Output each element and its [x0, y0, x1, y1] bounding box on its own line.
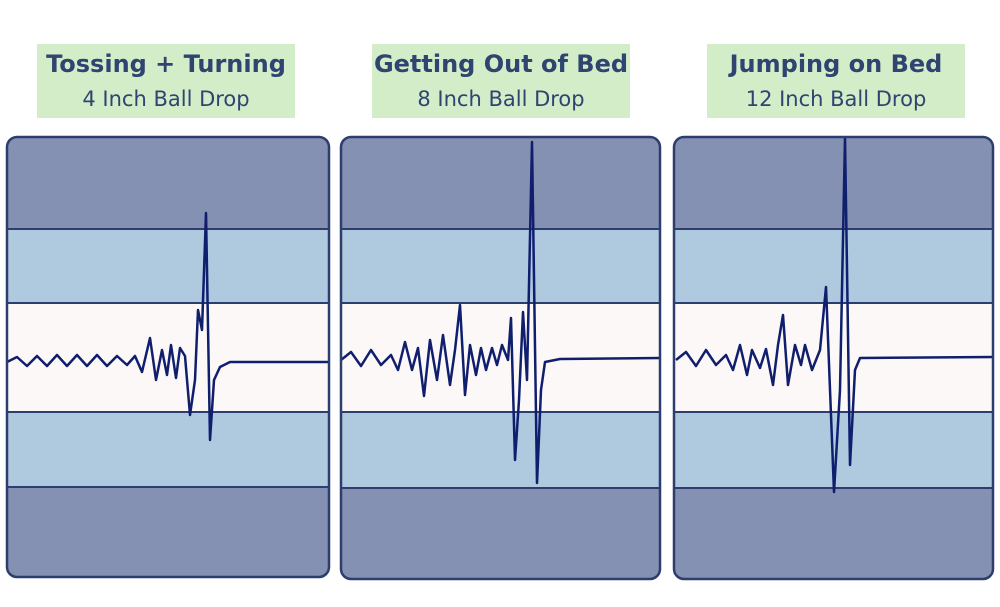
panel: [674, 137, 993, 579]
waveform: [341, 140, 660, 485]
panel-frame: [672, 135, 995, 581]
waveform: [7, 211, 329, 442]
panel-title: Getting Out of Bed: [374, 50, 628, 78]
label-box: [37, 44, 295, 118]
panel-title: Tossing + Turning: [46, 50, 286, 78]
waveform: [675, 137, 993, 494]
label-box: [372, 44, 630, 118]
panel: [7, 137, 329, 577]
panel: [341, 137, 660, 579]
panel-frame: [5, 135, 331, 579]
panel-subtitle: 4 Inch Ball Drop: [82, 87, 249, 111]
panel-subtitle: 8 Inch Ball Drop: [417, 87, 584, 111]
label-box: [707, 44, 965, 118]
panel-frame: [339, 135, 662, 581]
panel-subtitle: 12 Inch Ball Drop: [746, 87, 927, 111]
panel-title: Jumping on Bed: [728, 50, 943, 78]
